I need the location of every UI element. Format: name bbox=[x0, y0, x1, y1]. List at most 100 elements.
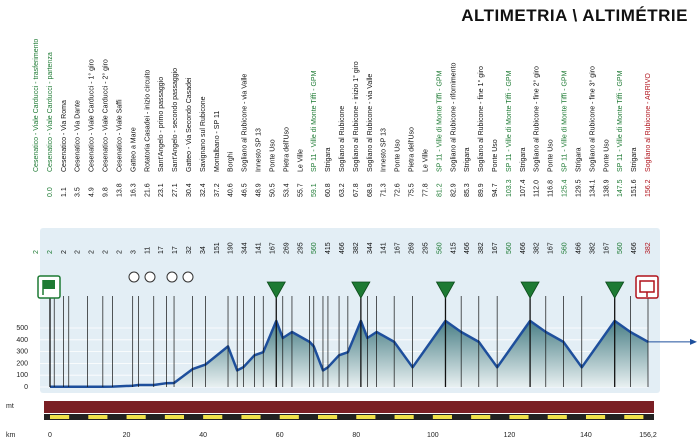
waypoint-km: 81.2 bbox=[436, 183, 443, 197]
x-end-label: 156,2 bbox=[639, 432, 657, 439]
waypoint-column: Cesenatico - Viale Saffi 13.8 2 bbox=[116, 99, 123, 254]
waypoint-name: Ponte Uso bbox=[492, 139, 499, 172]
waypoint-altitude: 382 bbox=[589, 242, 596, 254]
gpm-triangle-icon bbox=[520, 281, 540, 299]
waypoint-altitude: 2 bbox=[116, 250, 123, 254]
waypoint-km: 72.6 bbox=[395, 183, 402, 197]
waypoint-km: 37.2 bbox=[214, 183, 221, 197]
waypoint-column: Cesenatico - Viale Carducci - trasferime… bbox=[33, 39, 40, 254]
waypoint-column: Ponte Uso 50.5 167 bbox=[269, 139, 276, 254]
waypoint-column: Pietra dell'Uso 53.4 269 bbox=[283, 127, 290, 254]
waypoint-altitude: 295 bbox=[297, 242, 304, 254]
waypoint-altitude: 17 bbox=[172, 246, 179, 254]
waypoint-column: Ponte Uso 72.6 167 bbox=[395, 139, 402, 254]
km-bar-segment bbox=[624, 415, 644, 419]
waypoint-name: Ponte Uso bbox=[395, 139, 402, 172]
waypoint-altitude: 34 bbox=[200, 246, 207, 254]
waypoint-column: Borghi 40.6 190 bbox=[228, 151, 235, 254]
waypoint-name: Ponte Uso bbox=[269, 139, 276, 172]
waypoint-name: Gatteo a Mare bbox=[130, 127, 137, 172]
waypoint-name: Le Ville bbox=[297, 149, 304, 172]
waypoint-column: Gatteo a Mare 16.3 3 bbox=[130, 127, 137, 254]
waypoint-column: Cesenatico - Viale Carducci - 2° giro 9.8… bbox=[102, 59, 110, 254]
waypoint-km: 134.1 bbox=[589, 179, 596, 197]
waypoint-altitude: 190 bbox=[228, 242, 235, 254]
x-tick-label: 0 bbox=[48, 432, 52, 439]
gpm-triangle-icon bbox=[266, 281, 286, 299]
waypoint-altitude: 269 bbox=[283, 242, 290, 254]
waypoint-altitude: 167 bbox=[492, 242, 499, 254]
waypoint-name: Pietra dell'Uso bbox=[409, 127, 416, 172]
waypoint-name: Savignano sul Rubicone bbox=[200, 96, 207, 172]
waypoint-altitude: 2 bbox=[47, 250, 54, 254]
waypoint-column: Ponte Uso 116.8 167 bbox=[548, 139, 555, 254]
waypoint-name: Montalbano - SP 11 bbox=[214, 111, 221, 172]
waypoint-column: Cesenatico - Via Roma 1.1 2 bbox=[61, 100, 68, 254]
waypoint-altitude: 466 bbox=[631, 242, 638, 254]
km-bar-segment bbox=[585, 415, 606, 419]
sprint-circles-icon bbox=[128, 271, 194, 283]
waypoint-column: Savignano sul Rubicone 32.4 34 bbox=[200, 96, 207, 254]
waypoint-km: 156.2 bbox=[645, 179, 652, 197]
waypoint-column: SP 11 - Ville di Monte Tiffi - GPM 125.4 5… bbox=[562, 70, 569, 254]
km-bar-segment bbox=[279, 415, 299, 419]
waypoint-km: 63.2 bbox=[339, 183, 346, 197]
waypoint-name: SP 11 - Ville di Monte Tiffi - GPM bbox=[617, 70, 624, 172]
y-tick-label: 500 bbox=[16, 325, 28, 332]
waypoint-km: 21.6 bbox=[144, 183, 151, 197]
waypoint-name: Cesenatico - Viale Saffi bbox=[116, 99, 123, 172]
km-bar-segment bbox=[356, 415, 376, 419]
waypoint-km: 30.4 bbox=[186, 183, 193, 197]
waypoint-name: Sogliano al Rubicone - via Valle bbox=[242, 74, 249, 172]
waypoint-altitude: 466 bbox=[464, 242, 471, 254]
waypoint-column: Ponte Uso 138.9 167 bbox=[603, 139, 610, 254]
waypoint-column: Innesto SP 13 71.3 141 bbox=[381, 128, 388, 254]
waypoint-name: SP 11 - Ville di Monte Tiffi - GPM bbox=[311, 70, 318, 172]
y-tick-label: 300 bbox=[16, 349, 28, 356]
x-tick-label: 100 bbox=[427, 432, 439, 439]
km-bar-segment bbox=[394, 415, 414, 419]
waypoint-name: Cesenatico - Via Dante bbox=[75, 100, 82, 172]
waypoint-altitude: 141 bbox=[381, 242, 388, 254]
x-tick-label: 80 bbox=[352, 432, 360, 439]
start-flag-icon bbox=[37, 275, 61, 299]
waypoint-altitude: 141 bbox=[256, 242, 263, 254]
waypoint-km: 50.5 bbox=[269, 183, 276, 197]
waypoint-column: Pietra dell'Uso 75.5 269 bbox=[409, 127, 416, 254]
waypoint-altitude: 560 bbox=[562, 242, 569, 254]
waypoint-altitude: 2 bbox=[61, 250, 68, 254]
waypoint-name: Innesto SP 13 bbox=[256, 128, 263, 172]
waypoint-column: Sogliano al Rubicone - fine 2° giro 112.0… bbox=[533, 66, 541, 254]
waypoint-km: 23.1 bbox=[158, 183, 165, 197]
waypoint-km: 16.3 bbox=[130, 183, 137, 197]
waypoint-altitude: 560 bbox=[436, 242, 443, 254]
waypoint-km: 85.3 bbox=[464, 183, 471, 197]
waypoint-name: Cesenatico - Via Roma bbox=[61, 100, 68, 172]
waypoint-km: 40.6 bbox=[228, 183, 235, 197]
waypoint-name: SP 11 - Ville di Monte Tiffi - GPM bbox=[436, 70, 443, 172]
waypoint-name: Le Ville bbox=[422, 149, 429, 172]
x-tick-label: 140 bbox=[580, 432, 592, 439]
waypoint-column: Sogliano al Rubicone - via Valle 68.9 344 bbox=[367, 74, 374, 254]
x-tick-label: 40 bbox=[199, 432, 207, 439]
waypoint-altitude: 382 bbox=[478, 242, 485, 254]
waypoint-name: Borghi bbox=[228, 151, 235, 172]
waypoint-name: Strigara bbox=[325, 147, 332, 172]
road-band bbox=[44, 401, 654, 413]
waypoint-altitude: 17 bbox=[158, 246, 165, 254]
waypoint-km: 9.8 bbox=[103, 187, 110, 197]
waypoint-name: Rotatoria Casadei - inizio circuito bbox=[144, 70, 151, 172]
profile-area bbox=[50, 320, 648, 387]
waypoint-column: Strigara 85.3 466 bbox=[464, 147, 471, 254]
finish-sign-icon bbox=[635, 275, 659, 299]
x-tick-label: 20 bbox=[123, 432, 131, 439]
waypoint-altitude: 415 bbox=[450, 242, 457, 254]
waypoint-altitude: 167 bbox=[603, 242, 610, 254]
waypoint-km: 103.3 bbox=[506, 179, 513, 197]
waypoint-altitude: 466 bbox=[339, 242, 346, 254]
waypoint-km: 77.8 bbox=[422, 183, 429, 197]
km-bar-segment bbox=[203, 415, 223, 419]
waypoint-altitude: 167 bbox=[269, 242, 276, 254]
waypoint-name: Cesenatico - Viale Carducci - 2° giro bbox=[102, 59, 110, 172]
